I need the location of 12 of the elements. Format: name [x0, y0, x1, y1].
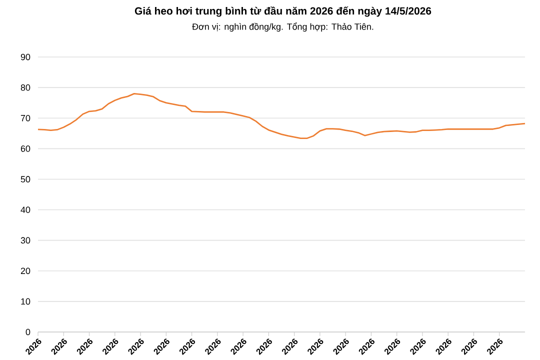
y-tick-label: 80: [20, 84, 30, 91]
chart-subtitle: Đơn vị: nghìn đồng/kg. Tổng hợp: Thảo Tiên.: [192, 22, 374, 32]
y-tick-label: 90: [20, 54, 30, 60]
y-tick-label: 60: [20, 145, 30, 152]
chart-title: Giá heo hơi trung bình từ đầu năm 2026 đến ngày 14/5/2026: [134, 6, 432, 17]
y-tick-label: 40: [20, 206, 30, 213]
y-tick-label: 0: [26, 328, 30, 336]
y-tick-label: 50: [20, 176, 30, 182]
y-tick-label: 20: [20, 268, 30, 274]
y-tick-label: 30: [20, 237, 30, 244]
y-tick-label: 10: [21, 298, 30, 305]
y-tick-label: 70: [20, 114, 30, 122]
